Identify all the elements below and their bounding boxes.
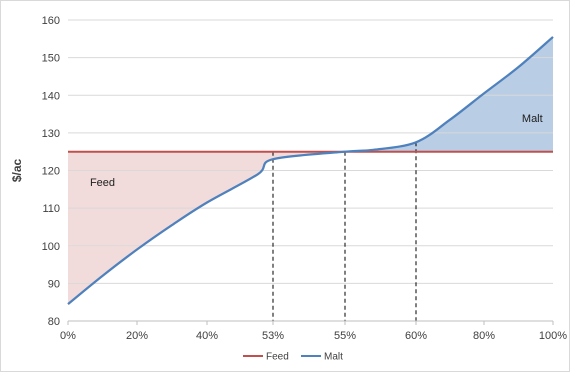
- feed-advantage-area: [68, 151, 345, 305]
- y-tick-label: 90: [48, 278, 60, 290]
- x-tick-label: 100%: [539, 330, 567, 342]
- y-tick-label: 120: [42, 166, 60, 178]
- feed-region-label: Feed: [90, 177, 115, 189]
- legend: Feed Malt: [243, 352, 343, 363]
- legend-label-feed: Feed: [266, 352, 289, 363]
- x-tick-label: 53%: [262, 330, 284, 342]
- reference-lines: [272, 142, 417, 321]
- y-tick-label: 110: [42, 203, 60, 215]
- labels: 80 90 100 110 120 130 140 150 160 0% 20% 40% 53% 55% 6…: [10, 15, 567, 342]
- shaded-regions: [68, 36, 553, 305]
- malt-series-line: [67, 36, 554, 305]
- series-lines: [67, 36, 554, 305]
- x-tick-label: 60%: [405, 330, 427, 342]
- legend-label-malt: Malt: [324, 352, 343, 363]
- y-tick-label: 80: [48, 316, 60, 328]
- axes: [67, 320, 554, 325]
- y-axis-title: $/ac: [10, 158, 24, 182]
- malt-region-label: Malt: [522, 113, 543, 125]
- malt-advantage-area: [345, 36, 553, 152]
- y-tick-label: 140: [42, 90, 60, 102]
- x-tick-label: 40%: [196, 330, 218, 342]
- x-tick-label: 80%: [473, 330, 495, 342]
- x-tick-label: 55%: [334, 330, 356, 342]
- y-tick-label: 150: [42, 53, 60, 65]
- y-tick-label: 100: [42, 241, 60, 253]
- y-tick-label: 160: [42, 15, 60, 27]
- y-tick-label: 130: [42, 128, 60, 140]
- gridlines: [68, 19, 553, 284]
- x-tick-label: 20%: [126, 330, 148, 342]
- x-tick-label: 0%: [60, 330, 76, 342]
